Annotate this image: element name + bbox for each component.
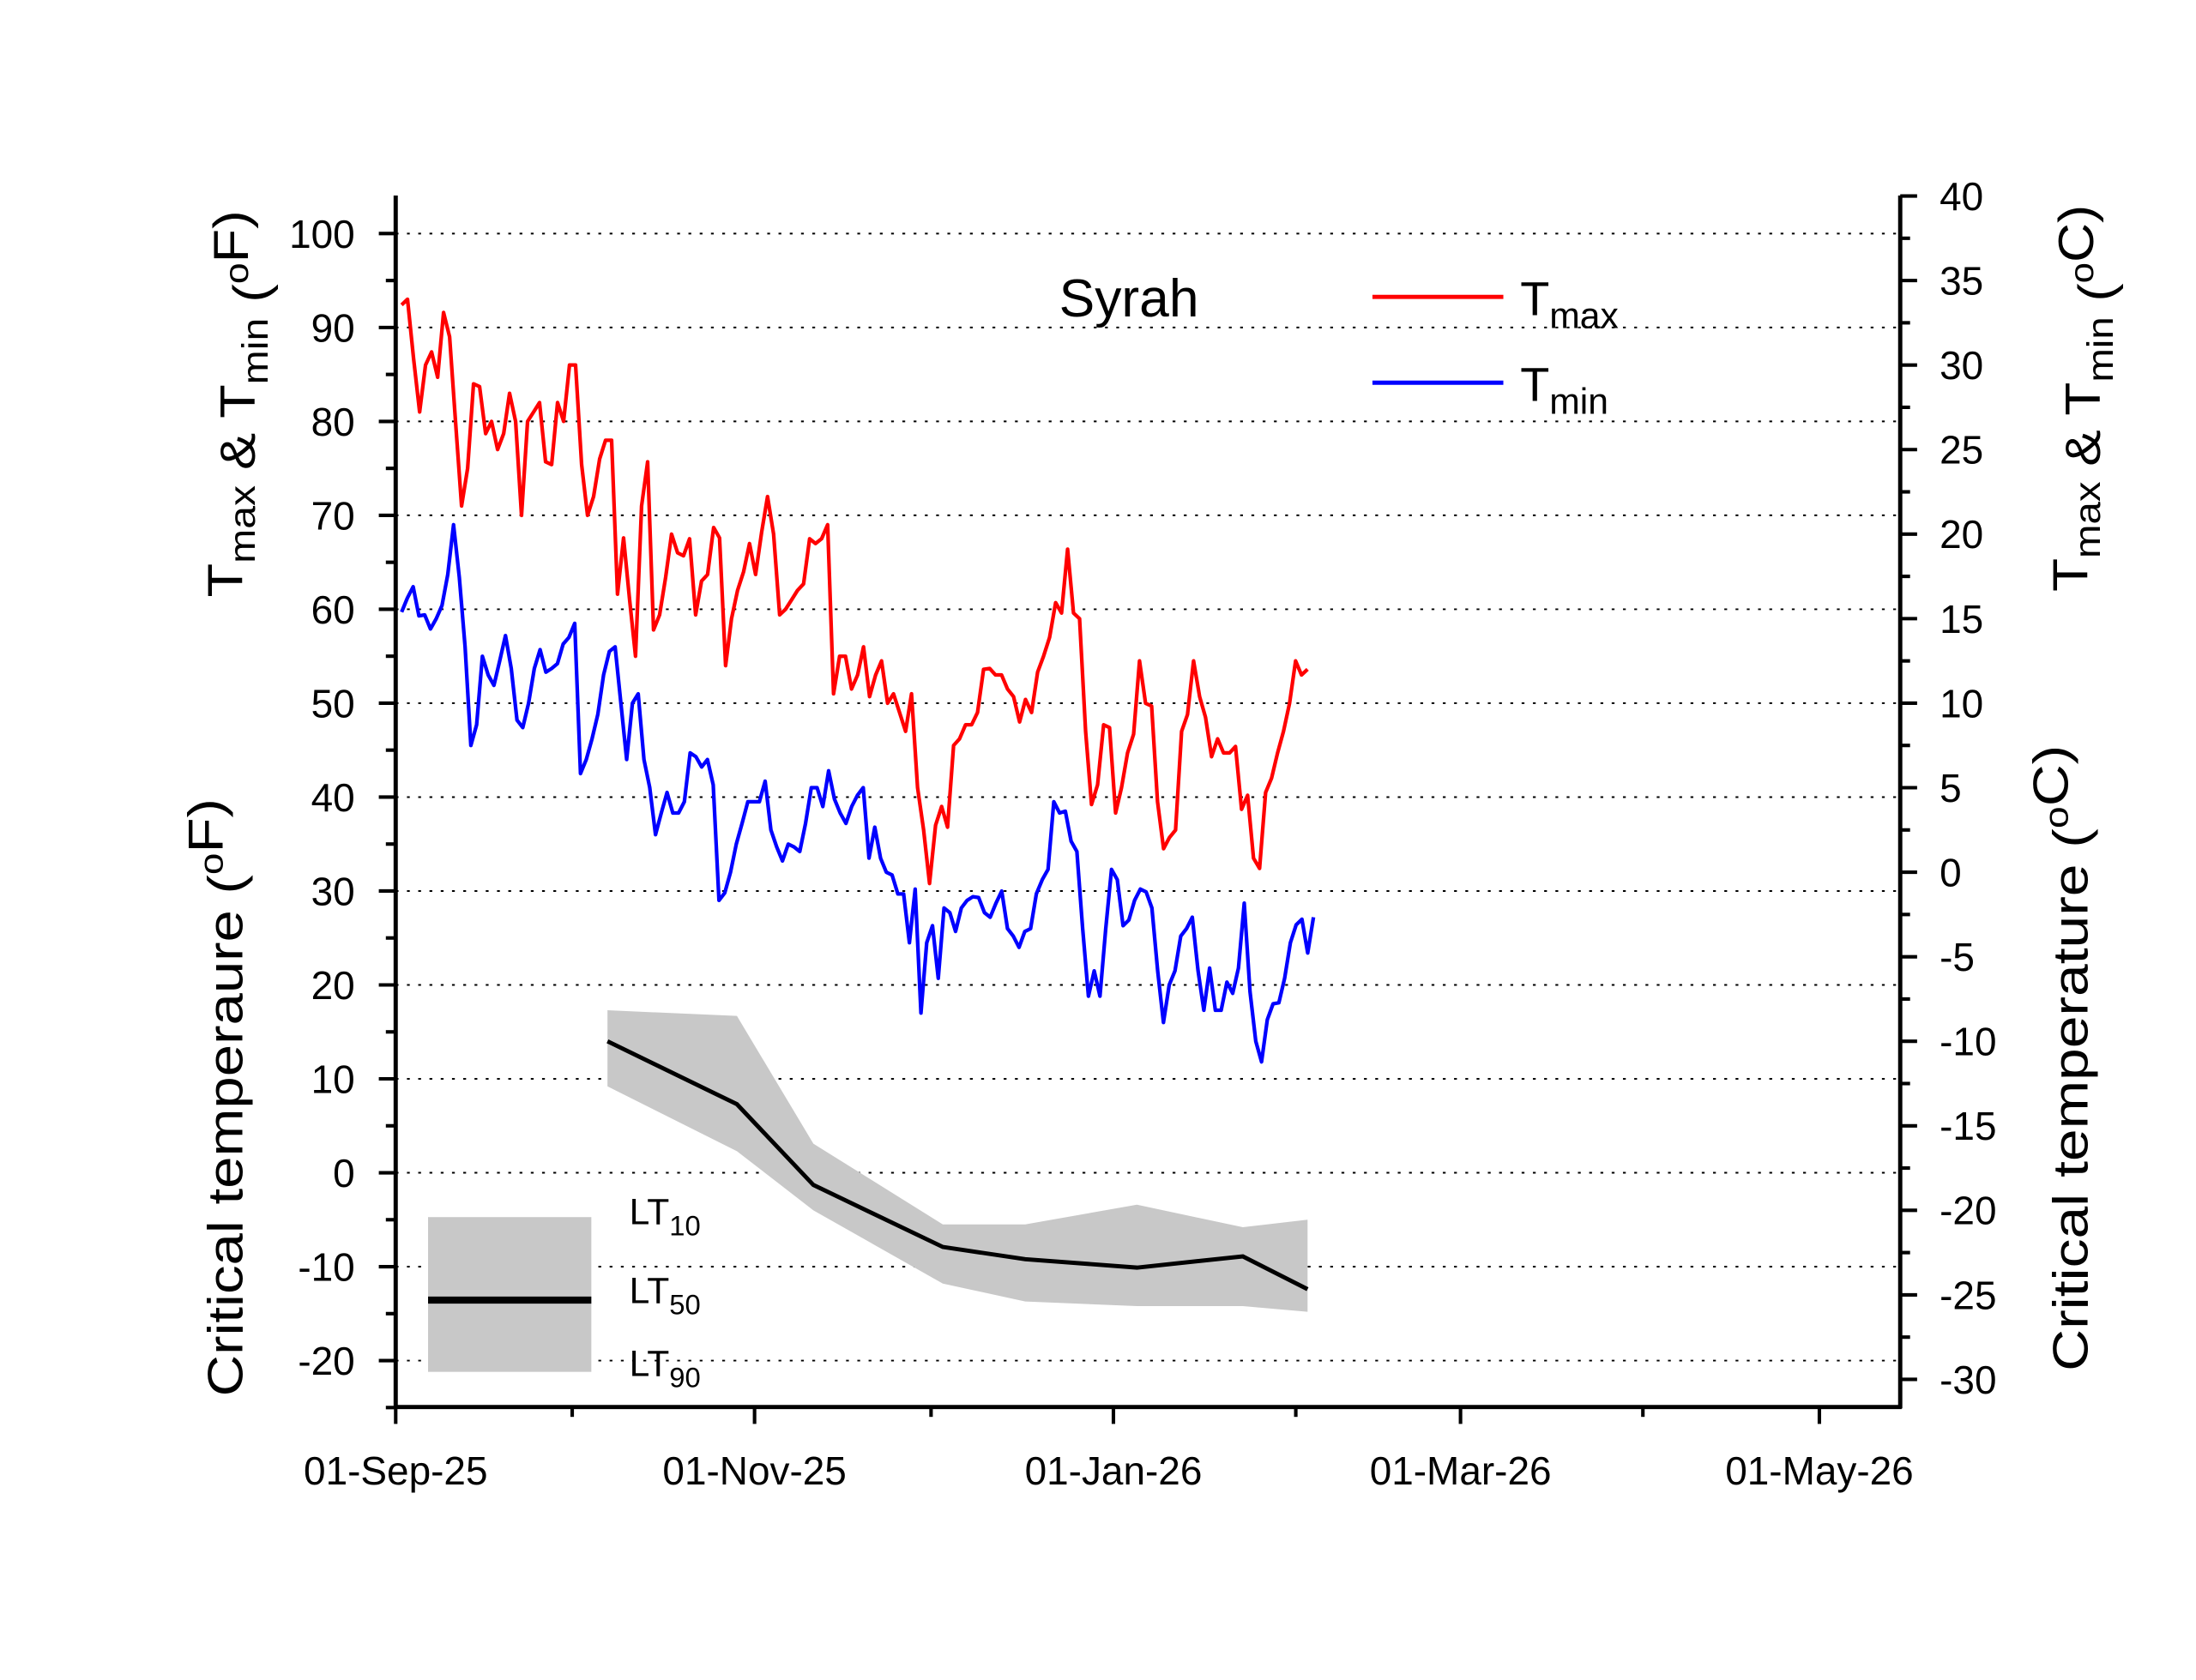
y-right-title-bottom: Critical temperature (oC) [2024, 745, 2098, 1371]
y-left-tick-label: 60 [311, 587, 355, 632]
y-left-tick-label: 80 [311, 400, 355, 444]
lt-label-sub: 90 [669, 1362, 700, 1394]
y-right-tick-label: -5 [1940, 935, 1975, 979]
y-left-tick-label: 70 [311, 493, 355, 538]
title-part: F) [204, 210, 259, 262]
y-right-tick-label: 5 [1940, 766, 1962, 810]
y-right-tick-label: 25 [1940, 428, 1983, 473]
y-left-tick-label: -10 [298, 1244, 354, 1289]
axes [393, 196, 1903, 1410]
y-right-tick-label: -20 [1940, 1189, 1996, 1233]
title-part: & T [2056, 382, 2111, 482]
y-left-tick-label: 20 [311, 963, 355, 1008]
lt-legend-label-90: LT90 [630, 1344, 701, 1394]
y-left-tick-label: 40 [311, 775, 355, 820]
y-right-tick-label: 15 [1940, 597, 1983, 641]
title-part: max [2067, 481, 2109, 558]
y-right-tick-label: 35 [1940, 259, 1983, 304]
lt-band [607, 1010, 1308, 1312]
y-left-tick-label: 90 [311, 305, 355, 350]
title-part: T [2043, 558, 2098, 592]
title-part: T [1520, 273, 1549, 326]
lt-label-sub: 50 [669, 1288, 700, 1320]
y-right-title-top: Tmax & Tmin (oC) [2043, 205, 2124, 592]
y-right-tick-label: -25 [1940, 1273, 1996, 1317]
lt-label-sub: 10 [669, 1210, 700, 1242]
title-part: ( [2069, 283, 2124, 316]
lt-legend-label-50: LT50 [630, 1270, 701, 1320]
y-right-tick-label: 0 [1940, 850, 1962, 894]
y-left-tick-label: -20 [298, 1339, 354, 1383]
y-right-tick-label: 40 [1940, 174, 1983, 219]
y-left-title-bottom: Critical temperaure (oF) [178, 798, 253, 1396]
title-part: o [2063, 262, 2101, 283]
lt-label: LT [630, 1344, 670, 1385]
series-lines [400, 297, 1316, 1292]
title-part: max [222, 485, 263, 563]
y-left-tick-label: 30 [311, 869, 355, 913]
lt-label: LT [630, 1191, 670, 1232]
gridlines [395, 232, 1901, 1362]
title-part: min [2080, 316, 2121, 382]
title-part: ( [224, 284, 279, 318]
tmax-line [400, 297, 1309, 886]
title-part: o [218, 262, 256, 284]
y-right-tick-label: 10 [1940, 681, 1983, 726]
y-left-tick-label: 0 [333, 1151, 355, 1195]
x-tick-label: 01-Mar-26 [1370, 1448, 1552, 1493]
lt-legend-band-swatch [428, 1217, 592, 1372]
ticks: -20-100102030405060708090100-30-25-20-15… [289, 174, 1996, 1493]
title-part: min [235, 318, 276, 385]
title-part: T [198, 563, 253, 598]
lt50-line [606, 1039, 1309, 1292]
tmin-line [400, 522, 1316, 1064]
y-left-tick-label: 50 [311, 681, 355, 726]
legend-label-max: Tmax [1520, 273, 1619, 337]
title-part: o [192, 852, 230, 875]
legend-label-min: Tmin [1520, 358, 1608, 423]
title-part: o [2037, 806, 2075, 828]
y-right-tick-label: 30 [1940, 343, 1983, 388]
title-part: & T [211, 384, 266, 485]
y-left-title-top: Tmax & Tmin (oF) [198, 210, 279, 597]
chart-title: Syrah [1059, 269, 1199, 328]
x-tick-label: 01-May-26 [1725, 1448, 1914, 1493]
title-part: C) [2024, 745, 2078, 807]
y-left-tick-label: 10 [311, 1057, 355, 1101]
axis-titles: Tmax & Tmin (oF)Critical temperaure (oF)… [178, 205, 2123, 1397]
x-tick-label: 01-Nov-25 [662, 1448, 846, 1493]
lt10-lt90-band [607, 1010, 1308, 1312]
title-part: Critical temperature ( [2043, 828, 2098, 1371]
title-part: max [1549, 295, 1619, 336]
title-part: C) [2049, 205, 2104, 262]
y-left-tick-label: 100 [289, 212, 355, 256]
y-right-tick-label: -10 [1940, 1020, 1996, 1064]
title-part: min [1549, 381, 1608, 422]
title-part: T [1520, 358, 1549, 412]
title-part: F) [178, 798, 233, 852]
x-tick-label: 01-Jan-26 [1025, 1448, 1203, 1493]
x-tick-label: 01-Sep-25 [304, 1448, 487, 1493]
lt-legend-label-10: LT10 [630, 1191, 701, 1241]
lt-label: LT [630, 1270, 670, 1311]
y-right-tick-label: -15 [1940, 1104, 1996, 1148]
y-right-tick-label: -30 [1940, 1358, 1996, 1402]
title-part: Critical temperaure ( [198, 875, 253, 1396]
y-right-tick-label: 20 [1940, 512, 1983, 557]
